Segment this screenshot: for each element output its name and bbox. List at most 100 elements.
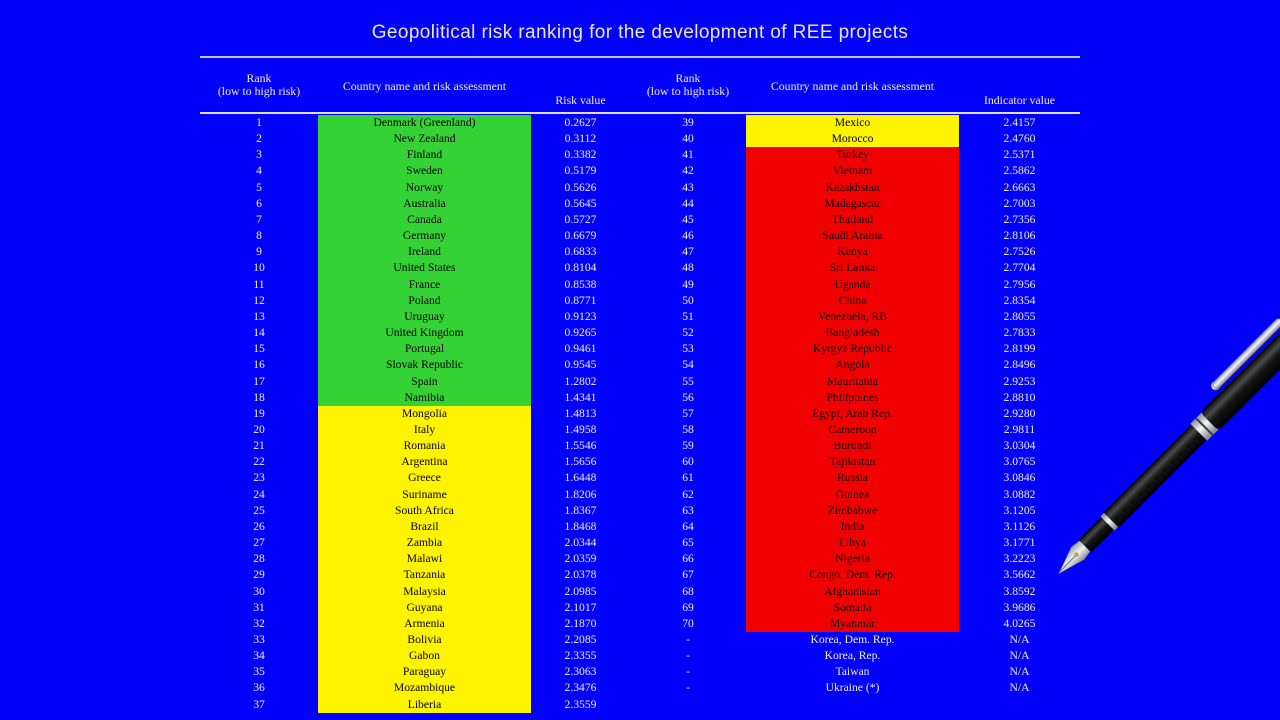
rank-cell: 28 xyxy=(253,552,265,566)
rank-cell: 36 xyxy=(253,681,265,695)
pen-cap xyxy=(1202,318,1280,429)
table-row: 30 Malaysia 2.0985 xyxy=(200,583,630,600)
value-cell: 2.8055 xyxy=(1003,309,1036,323)
table-row: 11 France 0.8538 xyxy=(200,276,630,293)
country-cell: Russia xyxy=(746,470,959,487)
table-row: 64 India 3.1126 xyxy=(630,518,1080,536)
rank-cell: 30 xyxy=(253,584,265,598)
value-cell: 0.8538 xyxy=(564,277,597,291)
value-cell: 1.4958 xyxy=(564,422,597,436)
country-cell: Suriname xyxy=(318,486,531,503)
value-cell: 0.9461 xyxy=(564,342,597,356)
value-cell: 0.3382 xyxy=(564,148,597,162)
value-cell: 2.1870 xyxy=(564,616,597,630)
value-cell: 2.4760 xyxy=(1003,132,1036,146)
rank-cell: 70 xyxy=(682,616,694,630)
value-cell: 0.9123 xyxy=(564,309,597,323)
rank-cell: 8 xyxy=(256,229,262,243)
table-row: 46 Saudi Arabia 2.8106 xyxy=(630,228,1080,245)
rank-cell: 46 xyxy=(682,229,694,243)
rank-cell: 63 xyxy=(682,503,694,517)
rank-cell: 17 xyxy=(253,374,265,388)
header-rank-left-line2: (low to high risk) xyxy=(217,84,301,98)
table-row: 48 Sri Lanka 2.7704 xyxy=(630,260,1080,277)
value-cell: N/A xyxy=(1009,681,1030,695)
value-cell: 0.6679 xyxy=(564,229,597,243)
table-row: 41 Turkey 2.5371 xyxy=(630,147,1080,164)
table-row: 40 Morocco 2.4760 xyxy=(630,131,1080,148)
value-cell: 3.1205 xyxy=(1003,503,1036,517)
table-row: 67 Congo, Dem. Rep. 3.5662 xyxy=(630,567,1080,584)
value-cell: 3.0765 xyxy=(1003,455,1036,469)
country-cell: Myanmar xyxy=(746,615,959,632)
rank-cell: 41 xyxy=(682,148,694,162)
value-cell: 2.0985 xyxy=(564,584,597,598)
rank-cell: 15 xyxy=(253,342,265,356)
value-cell: 0.9265 xyxy=(564,326,597,340)
value-cell: 2.5862 xyxy=(1003,164,1036,178)
table-row: 10 United States 0.8104 xyxy=(200,260,630,277)
header-top-rule xyxy=(200,56,1080,58)
value-cell: 2.0378 xyxy=(564,568,597,582)
table-row: 62 Guinea 3.0882 xyxy=(630,486,1080,503)
rank-cell: 67 xyxy=(682,568,694,582)
table-row: 5 Norway 0.5626 xyxy=(200,179,630,196)
value-cell: 2.9811 xyxy=(1003,422,1036,436)
rank-cell: 54 xyxy=(682,358,694,372)
rank-cell: 65 xyxy=(682,536,694,550)
table-row: - Korea, Dem. Rep. N/A xyxy=(630,632,1080,648)
table-row: 19 Mongolia 1.4813 xyxy=(200,405,630,422)
value-cell: 2.0344 xyxy=(564,536,597,550)
header-rank-right-line2: (low to high risk) xyxy=(646,84,730,98)
rank-cell: 44 xyxy=(682,196,694,210)
country-cell: Portugal xyxy=(318,341,531,358)
header-indicator-value: Indicator value xyxy=(959,58,1080,112)
country-cell: Brazil xyxy=(318,518,531,536)
rank-cell: - xyxy=(686,633,690,646)
country-cell: Malaysia xyxy=(318,583,531,600)
table-row: 50 China 2.8354 xyxy=(630,292,1080,309)
value-cell: 2.3355 xyxy=(564,649,597,663)
rank-cell: 9 xyxy=(256,245,262,259)
country-cell: United States xyxy=(318,260,531,277)
country-cell: Nigeria xyxy=(746,551,959,568)
table-row: 21 Romania 1.5546 xyxy=(200,438,630,455)
rank-cell: 59 xyxy=(682,439,694,453)
rank-cell: 55 xyxy=(682,374,694,388)
value-cell: 1.5546 xyxy=(564,439,597,453)
table-row: 52 Bangladesh 2.7833 xyxy=(630,325,1080,342)
value-cell: 0.5645 xyxy=(564,196,597,210)
country-cell: New Zealand xyxy=(318,131,531,148)
value-cell: 1.8468 xyxy=(564,519,597,533)
country-cell: Kazakhstan xyxy=(746,179,959,196)
country-cell: Finland xyxy=(318,147,531,164)
table-row: 43 Kazakhstan 2.6663 xyxy=(630,179,1080,196)
header-rank-right: Rank (low to high risk) xyxy=(630,58,746,112)
country-cell: Uganda xyxy=(746,276,959,293)
country-cell: Norway xyxy=(318,179,531,196)
table-row: 3 Finland 0.3382 xyxy=(200,147,630,164)
country-cell: Sri Lanka xyxy=(746,260,959,277)
table-row: 69 Somalia 3.9686 xyxy=(630,599,1080,616)
fountain-pen-image xyxy=(1058,318,1280,575)
rank-cell: 34 xyxy=(253,649,265,663)
table-row: 4 Sweden 0.5179 xyxy=(200,163,630,180)
rank-cell: 20 xyxy=(253,422,265,436)
country-cell: Kyrgyz Republic xyxy=(746,341,959,358)
country-cell: Kenya xyxy=(746,244,959,261)
country-cell: Namibia xyxy=(318,389,531,406)
rank-cell: 58 xyxy=(682,422,694,436)
country-cell: Mauritania xyxy=(746,373,959,390)
value-cell: 2.7956 xyxy=(1003,277,1036,291)
country-cell: India xyxy=(746,518,959,536)
country-cell: Turkey xyxy=(746,147,959,164)
country-cell: Mexico xyxy=(746,115,959,132)
value-cell: 2.7356 xyxy=(1003,212,1036,226)
country-cell: Venezuela, RB xyxy=(746,308,959,326)
value-cell: 3.0846 xyxy=(1003,471,1036,485)
table-row: 28 Malawi 2.0359 xyxy=(200,551,630,568)
rank-cell: 5 xyxy=(256,180,262,194)
country-cell: Tanzania xyxy=(318,567,531,584)
value-cell: 3.2223 xyxy=(1003,552,1036,566)
right-ranking-table: 39 Mexico 2.4157 40 Morocco 2.4760 41 Turkey 2.5… xyxy=(630,115,1080,697)
